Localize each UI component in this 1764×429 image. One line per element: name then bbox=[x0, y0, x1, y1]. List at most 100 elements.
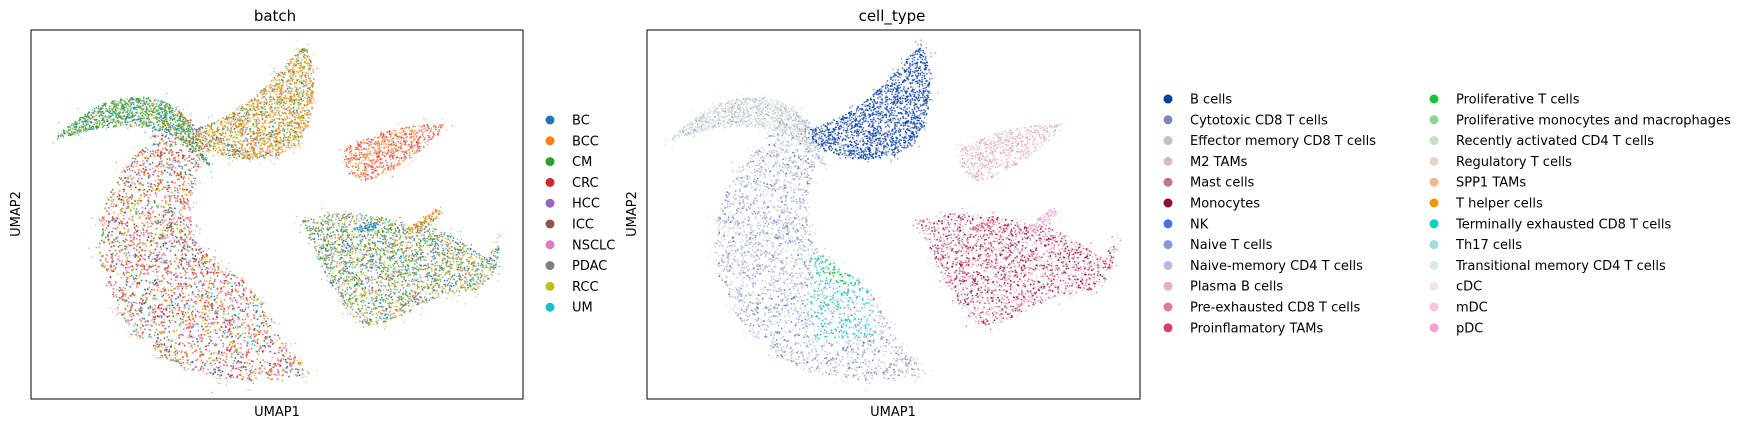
umap-point bbox=[166, 158, 168, 160]
umap-point bbox=[196, 275, 198, 277]
umap-point bbox=[138, 154, 140, 156]
umap-point bbox=[184, 306, 186, 308]
umap-point bbox=[220, 371, 222, 373]
umap-point bbox=[164, 331, 166, 333]
umap-point bbox=[126, 257, 128, 259]
umap-point bbox=[258, 333, 260, 335]
umap-point bbox=[211, 322, 213, 324]
umap-point bbox=[180, 175, 182, 177]
umap-point bbox=[228, 329, 230, 331]
umap-point bbox=[133, 234, 135, 236]
umap-point bbox=[140, 308, 142, 310]
umap-point bbox=[231, 345, 233, 347]
umap-point bbox=[231, 324, 233, 326]
umap-point bbox=[139, 164, 141, 166]
umap-point bbox=[175, 144, 177, 146]
umap-point bbox=[228, 293, 230, 295]
umap-point bbox=[281, 343, 283, 345]
umap-point bbox=[205, 268, 207, 270]
umap-point bbox=[181, 288, 183, 290]
umap-point bbox=[155, 249, 157, 251]
umap-point bbox=[119, 242, 121, 244]
umap-point bbox=[285, 359, 287, 361]
umap-point bbox=[253, 371, 255, 373]
umap-point bbox=[127, 178, 129, 180]
umap-point bbox=[201, 326, 203, 328]
umap-point bbox=[213, 368, 215, 370]
umap-point bbox=[250, 296, 252, 298]
umap-point bbox=[126, 181, 128, 183]
umap-point bbox=[161, 163, 163, 165]
umap-point bbox=[244, 336, 246, 338]
umap-point bbox=[151, 289, 153, 291]
umap-point bbox=[197, 294, 199, 296]
umap-point bbox=[161, 173, 163, 175]
umap-point bbox=[247, 325, 249, 327]
umap-point bbox=[228, 350, 230, 352]
umap-point bbox=[182, 216, 184, 218]
umap-point bbox=[174, 197, 176, 199]
umap-point bbox=[141, 213, 143, 215]
umap-point bbox=[115, 228, 117, 230]
umap-point bbox=[239, 347, 241, 349]
umap-point bbox=[186, 241, 188, 243]
umap-point bbox=[237, 353, 239, 355]
umap-point bbox=[207, 295, 209, 297]
umap-point bbox=[131, 244, 133, 246]
umap-point bbox=[217, 311, 219, 313]
umap-point bbox=[238, 318, 240, 320]
umap-point bbox=[112, 253, 114, 255]
umap-point bbox=[152, 150, 154, 152]
umap-point bbox=[248, 351, 250, 353]
umap-point bbox=[175, 308, 177, 310]
umap-point bbox=[238, 307, 240, 309]
umap-point bbox=[179, 243, 181, 245]
umap-point bbox=[134, 204, 136, 206]
umap-point bbox=[290, 359, 292, 361]
umap-point bbox=[266, 330, 268, 332]
umap-point bbox=[223, 311, 225, 313]
umap-point bbox=[227, 281, 229, 283]
umap-point bbox=[139, 216, 141, 218]
umap-point bbox=[219, 369, 221, 371]
umap-point bbox=[254, 344, 256, 346]
umap-point bbox=[101, 265, 103, 267]
umap-point bbox=[203, 371, 205, 373]
umap-point bbox=[190, 325, 192, 327]
umap-point bbox=[220, 339, 222, 341]
umap-point bbox=[236, 277, 238, 279]
umap-point bbox=[208, 329, 210, 331]
umap-point bbox=[138, 178, 140, 180]
umap-point bbox=[226, 365, 228, 367]
umap-point bbox=[163, 308, 165, 310]
umap-point bbox=[133, 223, 135, 225]
umap-point bbox=[154, 348, 156, 350]
umap-point bbox=[155, 264, 157, 266]
umap-point bbox=[168, 316, 170, 318]
umap-point bbox=[273, 342, 275, 344]
umap-point bbox=[199, 336, 201, 338]
umap-point bbox=[146, 194, 148, 196]
umap-point bbox=[193, 158, 195, 160]
umap-point bbox=[123, 240, 125, 242]
umap-point bbox=[164, 300, 166, 302]
umap-point bbox=[138, 183, 140, 185]
umap-point bbox=[169, 201, 171, 203]
umap-point bbox=[133, 208, 135, 210]
umap-point bbox=[298, 362, 300, 364]
umap-point bbox=[204, 280, 206, 282]
umap-point bbox=[203, 283, 205, 285]
umap-point bbox=[113, 218, 115, 220]
umap-point bbox=[217, 275, 219, 277]
umap-point bbox=[119, 250, 121, 252]
umap-point bbox=[182, 242, 184, 244]
umap-point bbox=[124, 318, 126, 320]
umap-point bbox=[277, 359, 279, 361]
umap-point bbox=[105, 260, 107, 262]
batch-chart-title: batch bbox=[254, 7, 296, 25]
umap-point bbox=[166, 223, 168, 225]
umap-point bbox=[184, 296, 186, 298]
umap-point bbox=[202, 255, 204, 257]
umap-point bbox=[158, 179, 160, 181]
umap-point bbox=[266, 342, 268, 344]
